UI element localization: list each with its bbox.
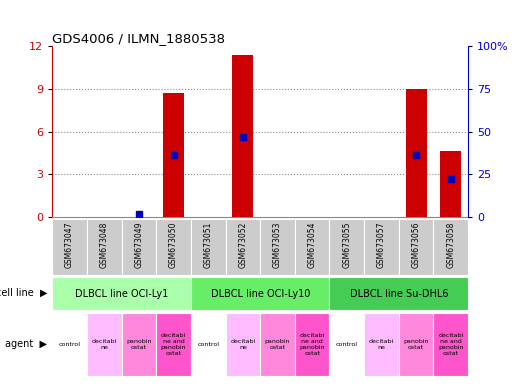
Text: GDS4006 / ILMN_1880538: GDS4006 / ILMN_1880538 — [52, 32, 225, 45]
Text: control: control — [197, 342, 219, 347]
Bar — [87, 313, 121, 376]
Text: DLBCL line OCI-Ly1: DLBCL line OCI-Ly1 — [75, 289, 168, 299]
Text: GSM673053: GSM673053 — [273, 222, 282, 268]
Bar — [52, 277, 191, 310]
Text: GSM673047: GSM673047 — [65, 222, 74, 268]
Bar — [225, 313, 260, 376]
Bar — [329, 277, 468, 310]
Bar — [440, 151, 461, 217]
Text: GSM673048: GSM673048 — [100, 222, 109, 268]
Bar — [121, 219, 156, 275]
Text: decitabi
ne and
panobin
ostat: decitabi ne and panobin ostat — [299, 333, 325, 356]
Bar — [191, 277, 329, 310]
Text: GSM673058: GSM673058 — [446, 222, 455, 268]
Bar — [406, 89, 426, 217]
Text: DLBCL line Su-DHL6: DLBCL line Su-DHL6 — [349, 289, 448, 299]
Text: control: control — [336, 342, 358, 347]
Text: decitabi
ne and
panobin
ostat: decitabi ne and panobin ostat — [438, 333, 463, 356]
Bar — [329, 313, 364, 376]
Text: control: control — [59, 342, 81, 347]
Text: decitabi
ne: decitabi ne — [369, 339, 394, 350]
Text: decitabi
ne: decitabi ne — [230, 339, 256, 350]
Bar — [399, 219, 434, 275]
Text: GSM673050: GSM673050 — [169, 222, 178, 268]
Bar — [399, 313, 434, 376]
Text: GSM673056: GSM673056 — [412, 222, 420, 268]
Bar — [364, 313, 399, 376]
Bar — [364, 219, 399, 275]
Bar — [52, 313, 87, 376]
Text: GSM673049: GSM673049 — [134, 222, 143, 268]
Bar — [329, 219, 364, 275]
Bar — [295, 219, 329, 275]
Text: GSM673051: GSM673051 — [204, 222, 213, 268]
Bar — [156, 313, 191, 376]
Bar — [121, 313, 156, 376]
Bar — [434, 219, 468, 275]
Bar — [52, 219, 87, 275]
Text: decitabi
ne: decitabi ne — [92, 339, 117, 350]
Text: DLBCL line OCI-Ly10: DLBCL line OCI-Ly10 — [210, 289, 310, 299]
Bar — [191, 313, 225, 376]
Text: agent  ▶: agent ▶ — [5, 339, 47, 349]
Bar — [434, 313, 468, 376]
Bar — [156, 219, 191, 275]
Bar — [163, 93, 184, 217]
Bar — [260, 313, 295, 376]
Bar — [260, 219, 295, 275]
Text: GSM673052: GSM673052 — [238, 222, 247, 268]
Text: panobin
ostat: panobin ostat — [126, 339, 152, 350]
Text: cell line  ▶: cell line ▶ — [0, 288, 47, 298]
Bar — [87, 219, 121, 275]
Text: GSM673054: GSM673054 — [308, 222, 316, 268]
Text: decitabi
ne and
panobin
ostat: decitabi ne and panobin ostat — [161, 333, 186, 356]
Bar — [232, 55, 253, 217]
Bar — [295, 313, 329, 376]
Bar — [191, 219, 225, 275]
Text: GSM673057: GSM673057 — [377, 222, 386, 268]
Bar — [225, 219, 260, 275]
Text: GSM673055: GSM673055 — [343, 222, 351, 268]
Text: panobin
ostat: panobin ostat — [265, 339, 290, 350]
Text: panobin
ostat: panobin ostat — [403, 339, 429, 350]
